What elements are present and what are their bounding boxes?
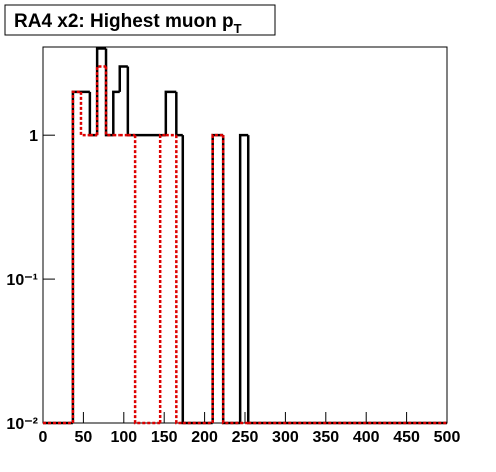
histogram-bin	[221, 135, 241, 425]
x-tick-label: 450	[393, 429, 420, 446]
x-tick-label: 250	[232, 429, 259, 446]
title-text: RA4 x2: Highest muon p	[14, 11, 234, 32]
title-subscript: T	[234, 21, 242, 36]
histogram-bin	[133, 135, 161, 425]
y-tick-label: 10⁻¹	[6, 272, 38, 289]
histogram-bin	[211, 133, 224, 423]
histogram-bin	[118, 65, 128, 92]
x-tick-label: 150	[151, 429, 178, 446]
x-tick-label: 200	[191, 429, 218, 446]
histogram-bin	[246, 135, 447, 425]
histogram-bin	[175, 135, 183, 425]
histogram-bin	[238, 133, 249, 423]
histogram-bin	[211, 133, 224, 423]
chart-title: RA4 x2: Highest muon pT	[14, 11, 242, 36]
y-tick-label: 10⁻²	[6, 416, 38, 433]
histogram-bin	[95, 65, 107, 136]
histogram-bin	[71, 90, 81, 423]
plot-frame	[42, 46, 448, 424]
x-tick-label: 0	[39, 429, 48, 446]
histogram-bin	[95, 47, 107, 136]
histogram-bin	[112, 90, 120, 136]
histogram-bin	[104, 66, 114, 137]
x-tick-label: 500	[434, 429, 461, 446]
histogram-bin	[79, 91, 90, 137]
histogram-bin	[175, 91, 183, 137]
histogram-bin	[158, 133, 166, 423]
histogram-bin	[164, 90, 177, 136]
x-tick-label: 350	[312, 429, 339, 446]
x-tick-label: 100	[110, 429, 137, 446]
x-tick-label: 300	[272, 429, 299, 446]
y-tick-label: 1	[29, 128, 38, 145]
histogram-bin	[181, 135, 213, 425]
title-box	[4, 4, 276, 36]
histogram-bin	[126, 66, 136, 137]
x-tick-label: 400	[353, 429, 380, 446]
x-tick-label: 50	[75, 429, 93, 446]
histogram-bin	[221, 135, 241, 425]
